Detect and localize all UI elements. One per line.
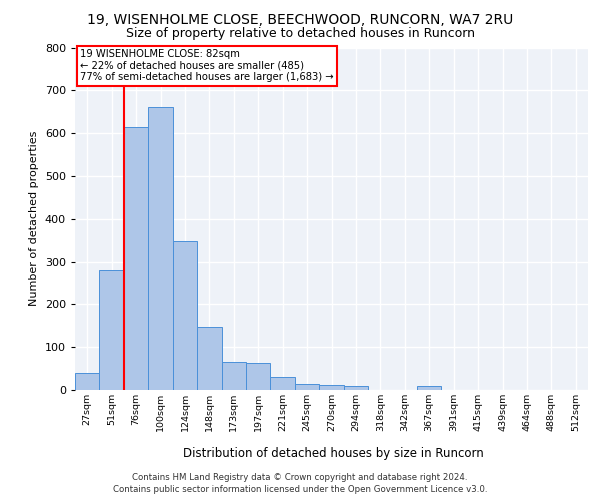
Text: Size of property relative to detached houses in Runcorn: Size of property relative to detached ho…	[125, 28, 475, 40]
Bar	[417, 386, 442, 390]
Bar	[319, 385, 344, 390]
Bar	[100, 270, 124, 390]
Text: 19, WISENHOLME CLOSE, BEECHWOOD, RUNCORN, WA7 2RU: 19, WISENHOLME CLOSE, BEECHWOOD, RUNCORN…	[87, 12, 513, 26]
Text: Contains HM Land Registry data © Crown copyright and database right 2024.
Contai: Contains HM Land Registry data © Crown c…	[113, 472, 487, 494]
Bar	[124, 126, 148, 390]
Bar	[295, 384, 319, 390]
Bar	[246, 363, 271, 390]
Text: Distribution of detached houses by size in Runcorn: Distribution of detached houses by size …	[182, 448, 484, 460]
Y-axis label: Number of detached properties: Number of detached properties	[29, 131, 39, 306]
Bar	[75, 373, 100, 390]
Bar	[271, 377, 295, 390]
Bar	[148, 108, 173, 390]
Text: 19 WISENHOLME CLOSE: 82sqm
← 22% of detached houses are smaller (485)
77% of sem: 19 WISENHOLME CLOSE: 82sqm ← 22% of deta…	[80, 49, 334, 82]
Bar	[221, 362, 246, 390]
Bar	[344, 386, 368, 390]
Bar	[197, 327, 221, 390]
Bar	[173, 241, 197, 390]
